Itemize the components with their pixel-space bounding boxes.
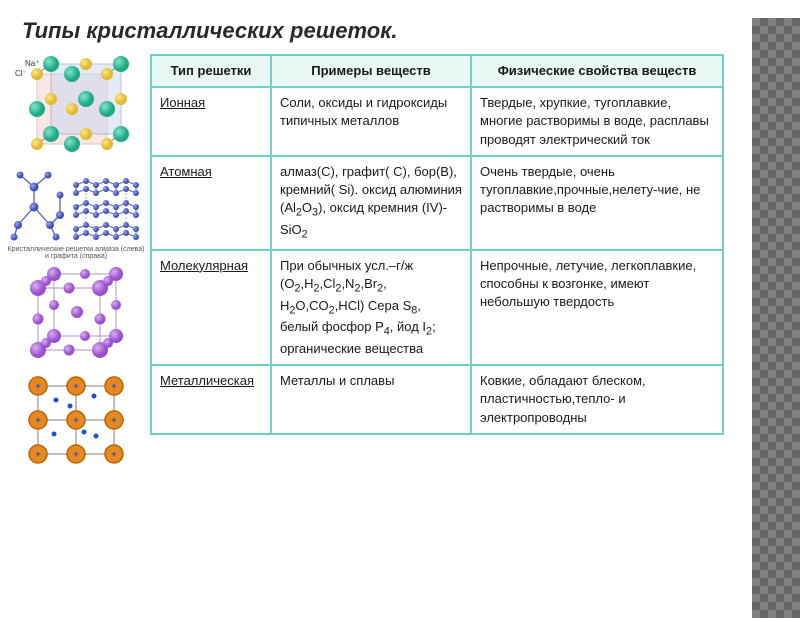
table-row: Атомнаяалмаз(C), графит( C), бор(B), кре… <box>151 156 723 250</box>
col-type: Тип решетки <box>151 55 271 87</box>
table-row: МолекулярнаяПри обычных усл.–г/ж (O2,H2,… <box>151 250 723 366</box>
atomic-caption: Кристаллические решетки алмаза (слева) и… <box>6 246 146 260</box>
svg-text:+: + <box>111 449 116 459</box>
diagrams-column: Na⁺ Cl⁻ <box>6 56 146 464</box>
cell-examples: алмаз(C), графит( C), бор(B), кремний( S… <box>271 156 471 250</box>
svg-text:+: + <box>111 381 116 391</box>
molecular-lattice-diagram <box>24 266 129 366</box>
svg-text:+: + <box>35 415 40 425</box>
cell-properties: Ковкие, обладают блеском, пластичностью,… <box>471 365 723 434</box>
svg-text:+: + <box>35 381 40 391</box>
col-properties: Физические свойства веществ <box>471 55 723 87</box>
cell-properties: Твердые, хрупкие, тугоплавкие, многие ра… <box>471 87 723 156</box>
svg-text:+: + <box>73 449 78 459</box>
svg-text:+: + <box>111 415 116 425</box>
lattice-table: Тип решетки Примеры веществ Физические с… <box>150 54 724 435</box>
cell-examples: Соли, оксиды и гидроксиды типичных метал… <box>271 87 471 156</box>
ionic-lattice-diagram: Na⁺ Cl⁻ <box>11 56 141 161</box>
cell-properties: Очень твердые, очень тугоплавкие,прочные… <box>471 156 723 250</box>
cell-type: Атомная <box>151 156 271 250</box>
svg-text:Cl⁻: Cl⁻ <box>15 69 27 78</box>
svg-text:+: + <box>73 381 78 391</box>
cell-type: Молекулярная <box>151 250 271 366</box>
cell-type: Металлическая <box>151 365 271 434</box>
atomic-lattice-diagram <box>6 167 146 245</box>
page-title: Типы кристаллических решеток. <box>22 18 740 44</box>
col-examples: Примеры веществ <box>271 55 471 87</box>
svg-text:Na⁺: Na⁺ <box>25 59 39 68</box>
table-row: ИоннаяСоли, оксиды и гидроксиды типичных… <box>151 87 723 156</box>
cell-examples: При обычных усл.–г/ж (O2,H2,Cl2,N2,Br2, … <box>271 250 471 366</box>
cell-type: Ионная <box>151 87 271 156</box>
table-header-row: Тип решетки Примеры веществ Физические с… <box>151 55 723 87</box>
svg-text:+: + <box>35 449 40 459</box>
cell-examples: Металлы и сплавы <box>271 365 471 434</box>
cell-properties: Непрочные, летучие, легкоплавкие, способ… <box>471 250 723 366</box>
table-row: МеталлическаяМеталлы и сплавыКовкие, обл… <box>151 365 723 434</box>
svg-text:+: + <box>73 415 78 425</box>
metallic-lattice-diagram: + + + + + + + + + <box>24 372 129 464</box>
side-pattern <box>752 18 800 618</box>
